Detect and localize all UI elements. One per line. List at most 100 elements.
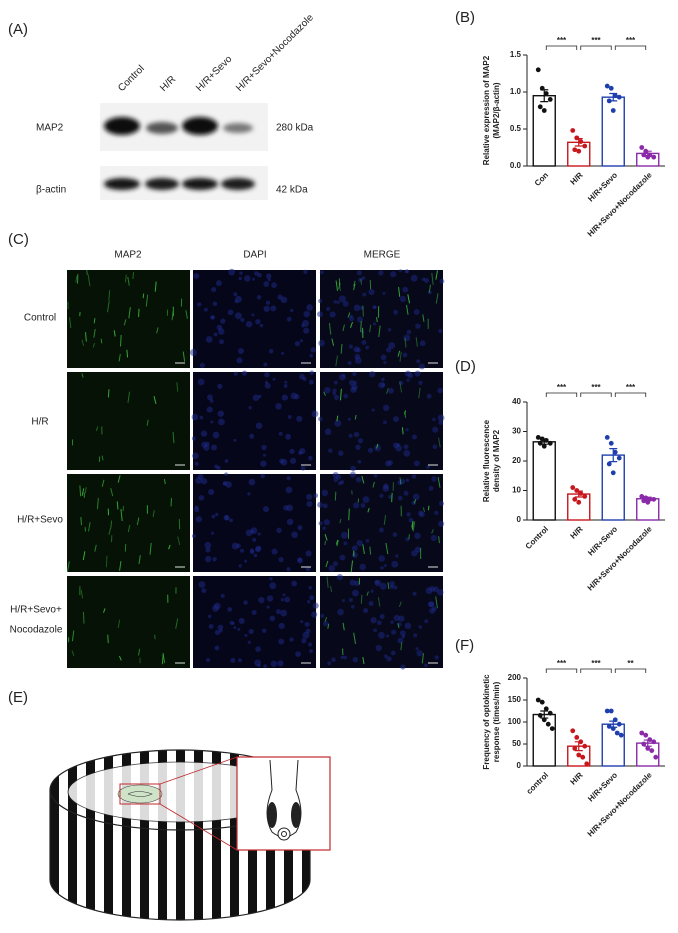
neurite xyxy=(176,382,179,392)
nucleus xyxy=(400,664,406,670)
nucleus xyxy=(281,351,285,355)
nucleus xyxy=(383,404,390,412)
nucleus xyxy=(205,336,213,343)
nucleus xyxy=(438,329,443,334)
protein-label: MAP2 xyxy=(36,123,64,134)
nucleus xyxy=(214,629,221,636)
nucleus xyxy=(233,438,237,442)
significance-bracket xyxy=(545,45,578,50)
nucleus xyxy=(244,559,248,563)
nucleus xyxy=(338,450,344,456)
nucleus xyxy=(352,371,357,377)
neurite xyxy=(110,488,114,497)
nucleus xyxy=(413,309,420,315)
micrograph xyxy=(193,474,316,572)
x-tick-label: H/R+Sevo+Nocodazole xyxy=(586,524,654,592)
stripe xyxy=(194,750,203,920)
nucleus xyxy=(334,419,342,427)
nucleus xyxy=(219,339,224,345)
significance-label: *** xyxy=(557,36,567,45)
nucleus xyxy=(244,633,248,637)
y-tick-label: 150 xyxy=(508,695,522,704)
nucleus xyxy=(189,348,197,356)
size-label: 280 kDa xyxy=(276,123,314,134)
nucleus xyxy=(249,548,255,553)
neurite xyxy=(338,281,341,292)
data-point xyxy=(582,743,588,749)
stripe xyxy=(140,750,149,920)
nucleus xyxy=(303,327,310,334)
nucleus xyxy=(212,301,218,307)
nucleus xyxy=(197,378,205,386)
nucleus xyxy=(306,600,311,604)
data-point xyxy=(645,499,651,505)
nucleus xyxy=(378,555,385,562)
bar xyxy=(601,454,625,521)
nucleus xyxy=(423,278,429,283)
nucleus xyxy=(197,302,202,307)
neurite xyxy=(71,650,75,657)
nucleus xyxy=(413,633,418,638)
significance-bracket xyxy=(580,668,612,673)
neurite xyxy=(103,608,106,613)
data-point xyxy=(537,104,543,110)
neurite xyxy=(107,389,110,398)
nucleus xyxy=(236,543,241,549)
neurite xyxy=(118,354,121,362)
nucleus xyxy=(216,324,223,331)
data-point xyxy=(539,85,545,91)
nucleus xyxy=(265,273,272,279)
data-point xyxy=(543,437,549,443)
neurite xyxy=(335,539,339,545)
nucleus xyxy=(393,416,399,422)
neurite xyxy=(435,596,438,609)
nucleus xyxy=(333,394,340,401)
nucleus xyxy=(381,383,386,387)
nucleus xyxy=(389,581,395,587)
nucleus xyxy=(375,644,382,652)
nucleus xyxy=(229,518,233,523)
micrograph xyxy=(193,372,316,470)
nucleus xyxy=(269,615,276,622)
nucleus xyxy=(356,270,362,276)
nucleus xyxy=(412,493,420,501)
stripe xyxy=(104,750,113,920)
nucleus xyxy=(425,587,433,595)
nucleus xyxy=(355,444,361,450)
nucleus xyxy=(332,561,338,567)
nucleus xyxy=(405,537,410,542)
neurite xyxy=(327,623,330,629)
nucleus xyxy=(206,406,213,413)
nucleus xyxy=(403,449,411,457)
neurite xyxy=(142,293,145,299)
neurite xyxy=(404,410,407,415)
data-point xyxy=(643,732,649,738)
stripe xyxy=(122,750,131,920)
nucleus xyxy=(365,539,370,543)
neurite xyxy=(398,601,402,607)
nucleus xyxy=(227,309,234,316)
x-tick-label: Con xyxy=(533,170,550,187)
nucleus xyxy=(264,382,271,389)
neurite xyxy=(438,437,441,448)
nucleus xyxy=(405,478,410,482)
nucleus xyxy=(321,489,328,497)
bar xyxy=(532,94,556,167)
nucleus xyxy=(285,433,292,440)
y-axis-label: (MAP2/β-actin) xyxy=(492,82,501,138)
nucleus xyxy=(368,600,374,606)
nucleus xyxy=(380,565,384,570)
nucleus xyxy=(194,461,199,466)
nucleus xyxy=(437,414,445,422)
nucleus xyxy=(350,465,356,472)
nucleus xyxy=(341,599,345,603)
nucleus xyxy=(291,580,298,587)
nucleus xyxy=(302,631,310,639)
nucleus xyxy=(347,417,351,421)
neurite xyxy=(80,590,83,599)
neurite xyxy=(100,338,103,344)
data-point xyxy=(608,708,614,714)
significance-label: *** xyxy=(557,659,567,668)
neurite xyxy=(362,657,365,665)
neurite xyxy=(411,521,414,530)
